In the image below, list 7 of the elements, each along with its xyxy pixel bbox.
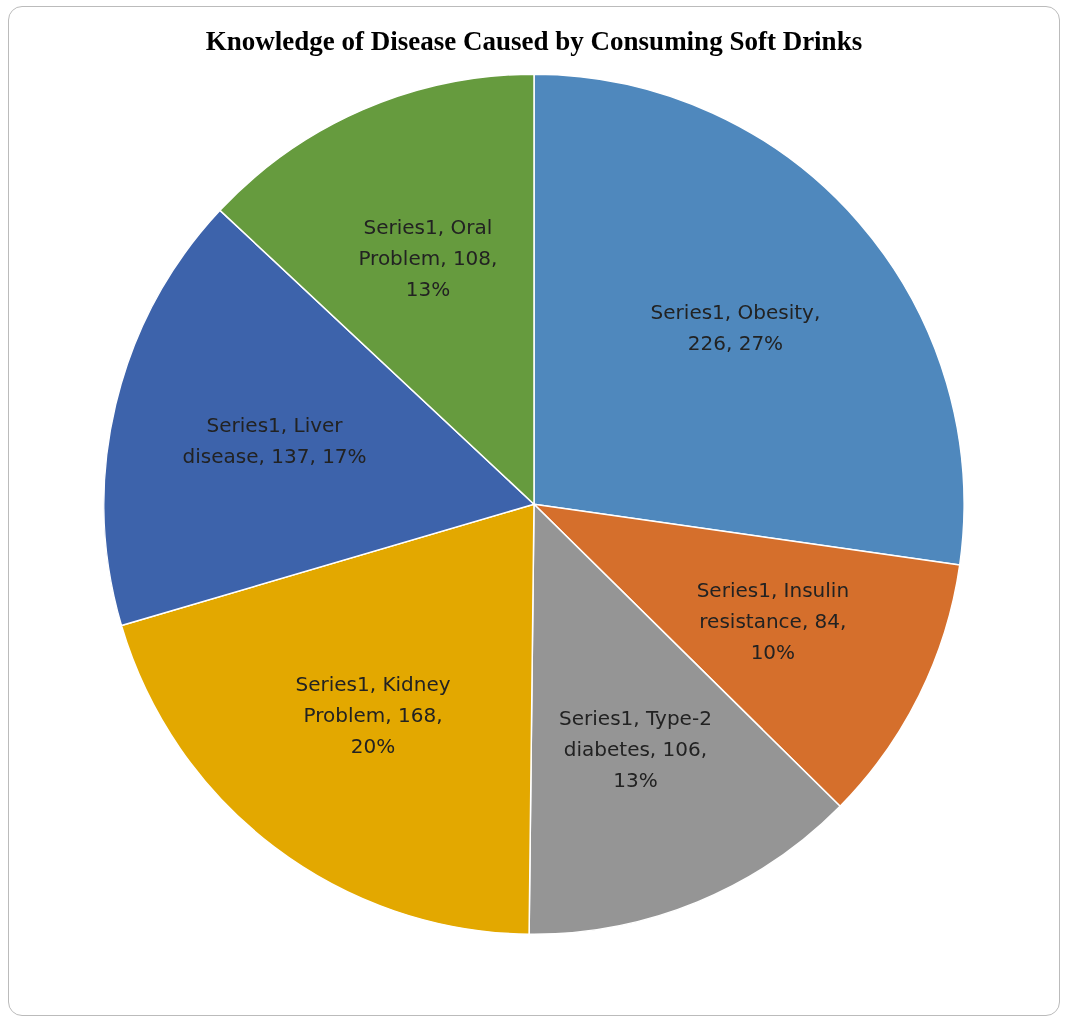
data-label: Series1, Liver disease, 137, 17% xyxy=(182,413,367,469)
data-label: Series1, Oral Problem, 108, 13% xyxy=(358,214,498,301)
data-label: Series1, Insulin resistance, 84, 10% xyxy=(696,577,850,664)
chart-title: Knowledge of Disease Caused by Consuming Soft Drinks xyxy=(205,26,863,57)
data-label: Series1, Kidney Problem, 168, 20% xyxy=(295,671,451,758)
data-label: Series1, Obesity, 226, 27% xyxy=(650,300,821,356)
data-label: Series1, Type-2 diabetes, 106, 13% xyxy=(559,705,712,792)
